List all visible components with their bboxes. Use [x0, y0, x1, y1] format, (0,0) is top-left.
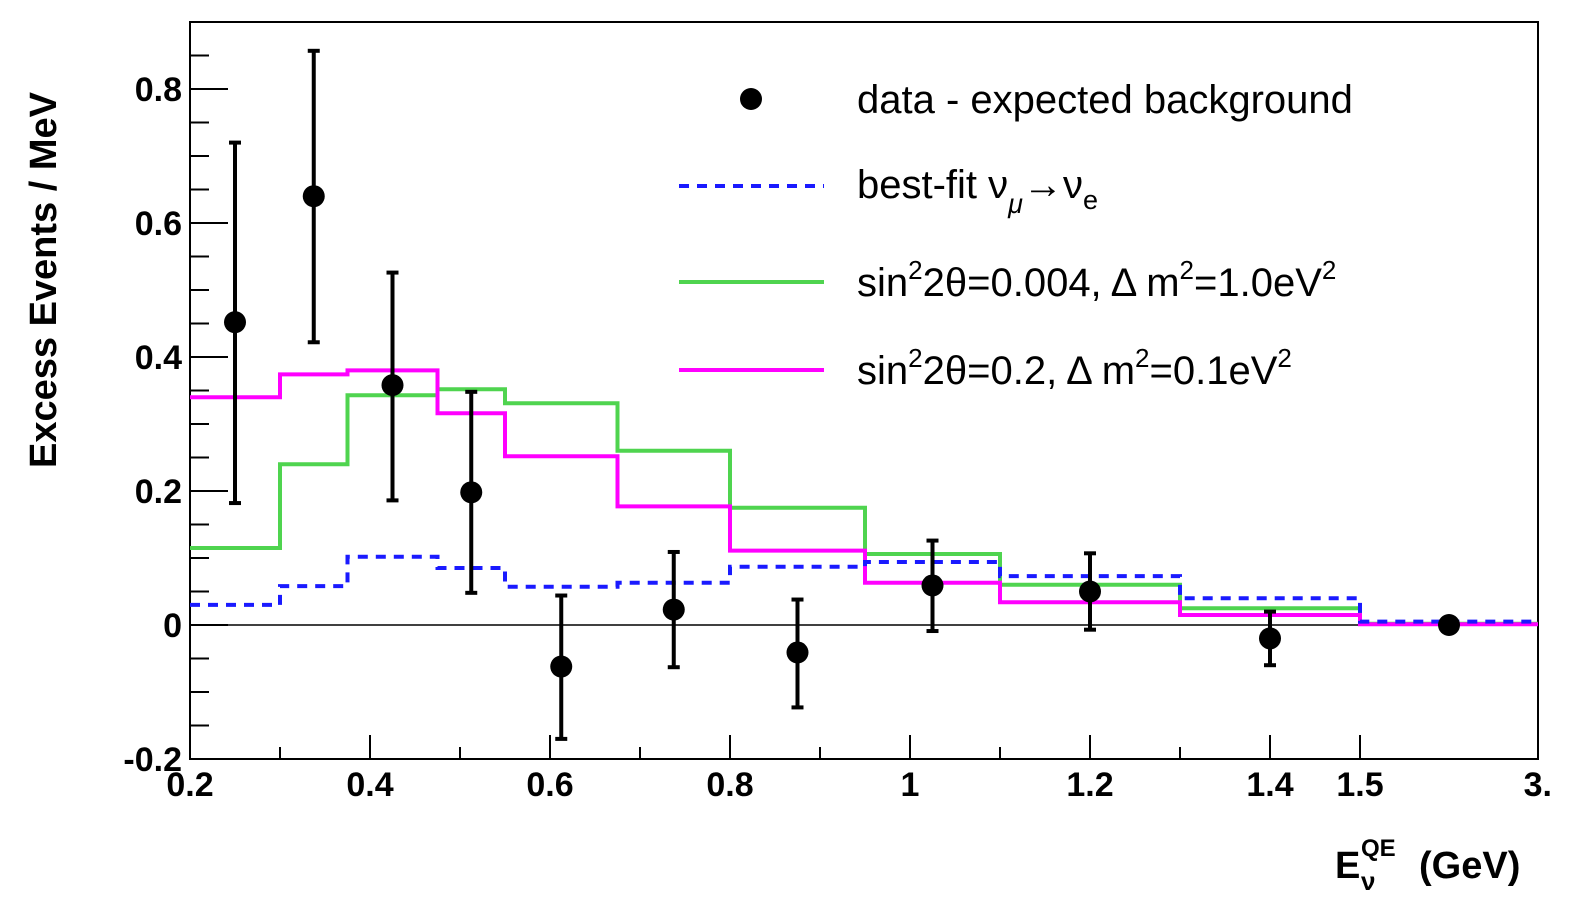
y-tick-label: 0.4 — [135, 339, 182, 377]
legend-green-b: 2θ=0.004, Δ m — [923, 261, 1180, 305]
data-point — [302, 185, 325, 208]
legend-magenta-c: =0.1eV — [1150, 349, 1278, 393]
legend-magenta-sup-a: 2 — [908, 343, 922, 373]
data-point — [381, 374, 404, 397]
legend-green-sup-a: 2 — [908, 255, 922, 285]
legend-label-green: sin22θ=0.004, Δ m2=1.0eV2 — [857, 255, 1336, 305]
y-tick-label: 0.6 — [135, 205, 182, 243]
data-point — [921, 574, 944, 597]
x-axis-label-main: E — [1335, 845, 1360, 887]
legend-label-magenta: sin22θ=0.2, Δ m2=0.1eV2 — [857, 343, 1292, 393]
legend-label-data: data - expected background — [857, 78, 1353, 122]
y-tick-label: -0.2 — [123, 741, 182, 779]
x-tick-label: 0.4 — [346, 766, 393, 804]
x-axis-label: E — [1335, 845, 1360, 887]
x-tick-label: 1 — [901, 766, 920, 804]
x-tick-label: 0.8 — [706, 766, 753, 804]
data-point — [786, 641, 809, 664]
data-point — [460, 481, 483, 504]
x-axis-label-unit: (GeV) — [1419, 845, 1520, 887]
x-axis-title: E QE ν (GeV) — [1335, 835, 1520, 896]
legend-green-a: sin — [857, 261, 908, 305]
data-points-layer — [224, 48, 1460, 741]
legend-best-fit-arrow: →ν — [1023, 163, 1083, 207]
y-tick-label: 0.8 — [135, 71, 182, 109]
data-point — [1438, 614, 1460, 636]
legend-green-sup-c: 2 — [1322, 255, 1336, 285]
legend-label-best-fit: best-fit νμ→νe — [857, 163, 1098, 219]
legend-magenta-a: sin — [857, 349, 908, 393]
legend-green-c: =1.0eV — [1194, 261, 1322, 305]
axis-layer: -0.2 0 0.2 0.4 0.6 0.8 0.2 0.4 0.6 0.8 1 1.2 1.4 1.5 3… — [123, 21, 1552, 804]
x-tick-label: 3. — [1524, 766, 1552, 804]
legend-green-sup-b: 2 — [1180, 255, 1194, 285]
data-point — [662, 598, 685, 621]
y-axis-label: Excess Events / MeV — [23, 91, 65, 468]
x-axis-label-sup: QE — [1361, 835, 1396, 862]
x-tick-label: 1.2 — [1066, 766, 1113, 804]
legend-marker-data — [740, 88, 762, 110]
legend-best-fit-sub1: μ — [1007, 189, 1023, 219]
legend-magenta-sup-b: 2 — [1135, 343, 1149, 373]
y-tick-label: 0 — [163, 607, 182, 645]
data-point — [1259, 627, 1281, 650]
x-tick-label: 1.5 — [1336, 766, 1383, 804]
series-green — [190, 387, 1538, 626]
y-tick-label: 0.2 — [135, 473, 182, 511]
series-magenta — [190, 368, 1538, 627]
data-point — [550, 655, 573, 678]
legend-magenta-b: 2θ=0.2, Δ m — [923, 349, 1135, 393]
x-tick-label: 0.2 — [166, 766, 213, 804]
legend: data - expected background best-fit νμ→ν… — [679, 78, 1353, 393]
legend-magenta-sup-c: 2 — [1277, 343, 1291, 373]
y-axis-title: Excess Events / MeV — [23, 91, 65, 468]
data-point — [224, 311, 246, 334]
x-axis-label-sub: ν — [1361, 866, 1375, 896]
x-tick-label: 0.6 — [526, 766, 573, 804]
legend-best-fit-main: best-fit ν — [857, 163, 1008, 207]
data-point — [1079, 580, 1101, 603]
legend-best-fit-sub2: e — [1083, 185, 1098, 215]
x-tick-label: 1.4 — [1246, 766, 1293, 804]
